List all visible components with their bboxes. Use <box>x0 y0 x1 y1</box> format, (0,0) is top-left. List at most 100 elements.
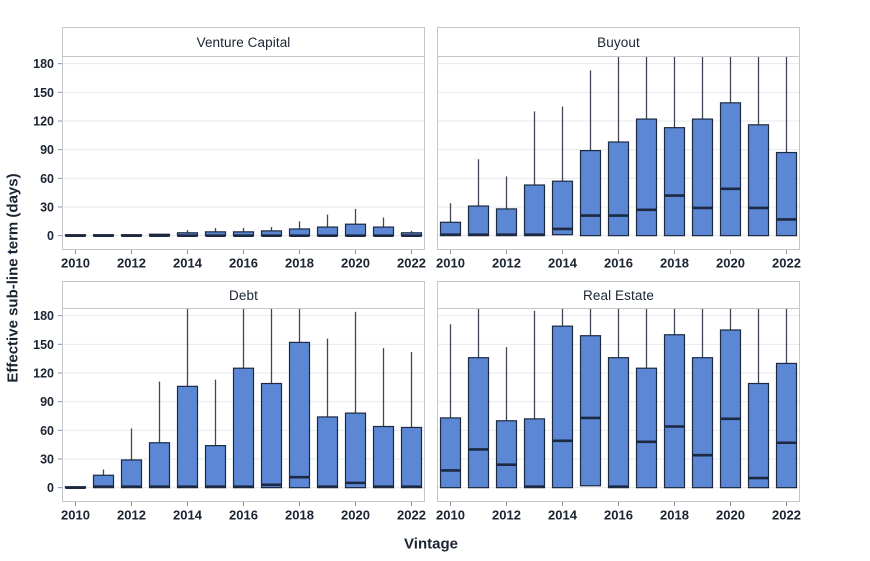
x-tick-label: 2022 <box>397 508 426 523</box>
box <box>204 445 227 489</box>
boxplot-venture-capital-2016 <box>232 228 255 237</box>
boxplot-buyout-2019 <box>691 56 714 237</box>
x-tick-label: 2014 <box>548 256 578 271</box>
boxplot-venture-capital-2012 <box>120 234 143 237</box>
boxplot-real-estate-2021 <box>747 308 770 489</box>
y-tick-label: 150 <box>33 338 54 352</box>
boxplot-buyout-2021 <box>747 56 770 237</box>
boxplot-venture-capital-2011 <box>92 234 115 237</box>
x-tick-label: 2022 <box>772 256 801 271</box>
x-tick-label: 2014 <box>173 256 203 271</box>
boxplot-venture-capital-2014 <box>176 229 199 237</box>
boxplot-venture-capital-2015 <box>204 228 227 237</box>
box <box>260 382 283 489</box>
box <box>663 334 686 489</box>
y-axis-title: Effective sub-line term (days) <box>4 173 22 383</box>
facet-strip-buyout: Buyout <box>437 27 800 57</box>
y-tick-label: 90 <box>40 395 54 409</box>
boxplot-venture-capital-2017 <box>260 227 283 237</box>
box <box>719 329 742 489</box>
y-tick-label: 60 <box>40 424 54 438</box>
y-tick-label: 0 <box>47 481 54 495</box>
boxplot-real-estate-2018 <box>663 308 686 489</box>
y-tick-label: 150 <box>33 86 54 100</box>
x-tick-label: 2010 <box>436 508 465 523</box>
facet-strip-venture-capital: Venture Capital <box>62 27 425 57</box>
x-tick-label: 2016 <box>604 256 633 271</box>
x-tick-label: 2020 <box>341 256 370 271</box>
x-tick-label: 2012 <box>492 508 521 523</box>
boxplot-debt-2018 <box>288 308 311 489</box>
box <box>467 205 490 237</box>
panel-background <box>62 56 425 250</box>
box <box>635 118 658 237</box>
box <box>607 357 630 489</box>
facet-panel-venture-capital: 0 30 60 90 120 150 180 2010 2012 2014 2016 2018 2020… <box>33 56 426 271</box>
boxplot-buyout-2018 <box>663 56 686 237</box>
facet-title: Debt <box>229 287 258 303</box>
y-tick-label: 120 <box>33 114 54 128</box>
y-tick-label: 60 <box>40 172 54 186</box>
box <box>523 184 546 237</box>
box <box>344 412 367 489</box>
boxplot-debt-2014 <box>176 308 199 489</box>
box <box>495 420 518 489</box>
x-tick-label: 2018 <box>285 256 314 271</box>
box <box>775 362 798 489</box>
x-tick-label: 2020 <box>341 508 370 523</box>
boxplot-buyout-2014 <box>551 106 574 236</box>
box <box>775 151 798 237</box>
boxplot-real-estate-2016 <box>607 308 630 489</box>
x-tick-label: 2016 <box>229 508 258 523</box>
boxplot-venture-capital-2019 <box>316 214 339 237</box>
boxplot-debt-2021 <box>372 348 395 489</box>
box <box>747 382 770 489</box>
x-tick-label: 2018 <box>660 256 689 271</box>
boxplot-real-estate-2017 <box>635 308 658 489</box>
boxplot-buyout-2022 <box>775 56 798 237</box>
boxplot-buyout-2016 <box>607 56 630 237</box>
x-tick-label: 2010 <box>436 256 465 271</box>
y-tick-label: 180 <box>33 57 54 71</box>
boxplot-venture-capital-2010 <box>64 234 87 237</box>
box <box>316 416 339 489</box>
boxplot-venture-capital-2020 <box>344 208 367 237</box>
facet-title: Buyout <box>597 34 640 50</box>
boxplot-real-estate-2011 <box>467 308 490 489</box>
boxplot-debt-2020 <box>344 311 367 489</box>
x-tick-label: 2022 <box>772 508 801 523</box>
facet-panel-buyout: 2010 2012 2014 2016 2018 2020 2022 <box>436 56 801 271</box>
y-tick-label: 120 <box>33 366 54 380</box>
boxplot-real-estate-2019 <box>691 308 714 489</box>
box <box>663 127 686 237</box>
facet-title: Real Estate <box>583 287 654 303</box>
box <box>232 367 255 489</box>
boxplot-debt-2010 <box>64 486 87 489</box>
facet-panel-debt: 0 30 60 90 120 150 180 2010 2012 2014 2016 2018 2020… <box>33 308 426 523</box>
facet-panel-real-estate: 2010 2012 2014 2016 2018 2020 2022 <box>436 308 801 523</box>
boxplot-buyout-2013 <box>523 111 546 237</box>
x-tick-label: 2012 <box>117 256 146 271</box>
x-tick-label: 2020 <box>716 508 745 523</box>
boxplot-buyout-2011 <box>467 159 490 237</box>
x-tick-label: 2016 <box>229 256 258 271</box>
boxplot-real-estate-2013 <box>523 310 546 489</box>
box <box>607 141 630 237</box>
boxplot-venture-capital-2022 <box>400 230 423 237</box>
box <box>467 357 490 489</box>
x-tick-label: 2012 <box>492 256 521 271</box>
box <box>400 426 423 489</box>
box <box>344 223 367 237</box>
box <box>120 459 143 489</box>
box <box>551 325 574 489</box>
boxplot-venture-capital-2021 <box>372 217 395 237</box>
x-axis-title: Vintage <box>404 535 458 553</box>
y-tick-label: 180 <box>33 309 54 323</box>
box <box>176 385 199 489</box>
x-tick-label: 2020 <box>716 256 745 271</box>
boxplot-real-estate-2015 <box>579 308 602 487</box>
boxplot-real-estate-2022 <box>775 308 798 489</box>
facet-strip-debt: Debt <box>62 281 425 309</box>
box <box>635 367 658 489</box>
